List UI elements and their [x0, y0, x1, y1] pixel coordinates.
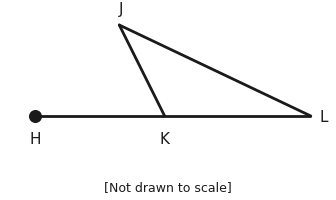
Text: J: J	[119, 2, 123, 17]
Text: L: L	[319, 110, 328, 126]
Text: H: H	[29, 132, 41, 147]
Point	[32, 114, 38, 118]
Text: K: K	[160, 132, 170, 147]
Text: [Not drawn to scale]: [Not drawn to scale]	[104, 182, 232, 194]
